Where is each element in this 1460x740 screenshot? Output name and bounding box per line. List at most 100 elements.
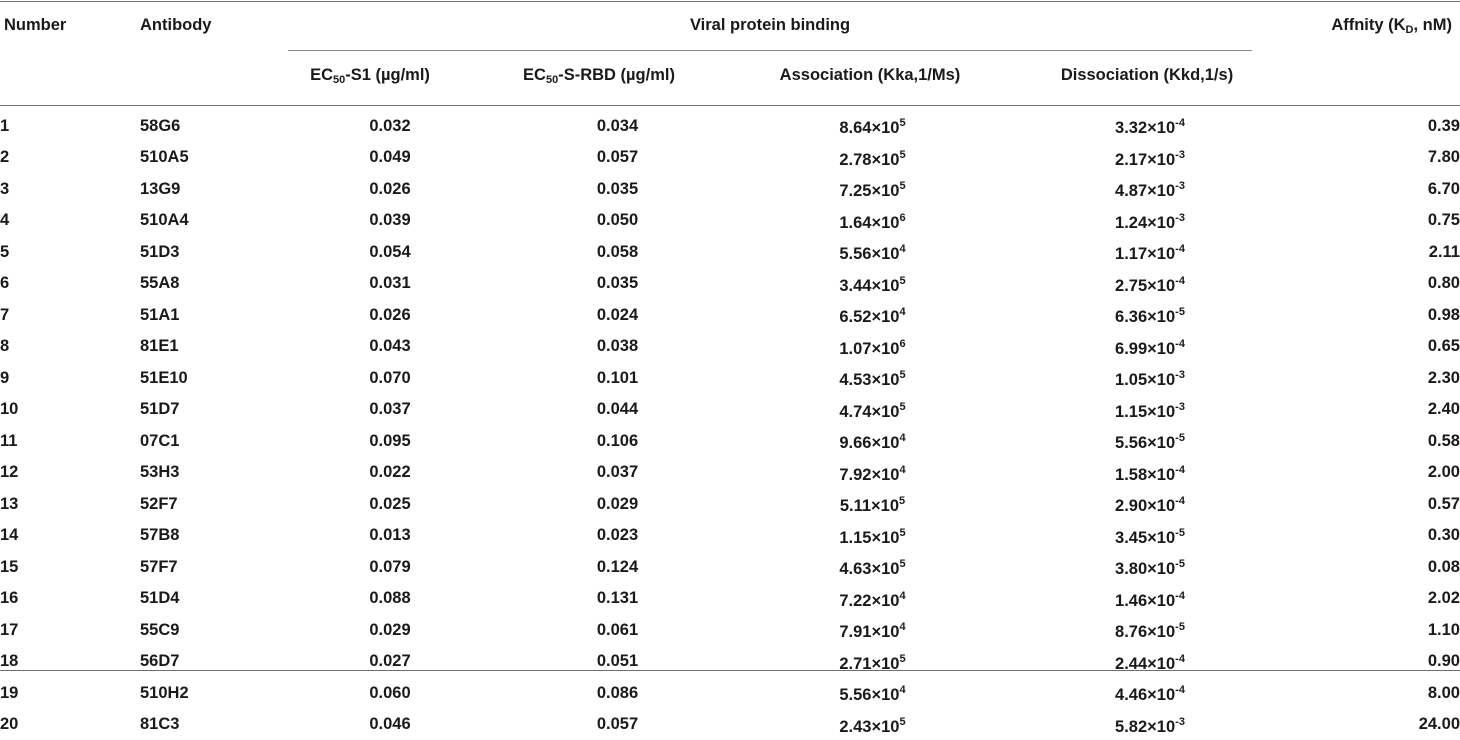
cell-ec50-s1: 0.032 (280, 110, 500, 142)
cell-dissociation: 1.17×10-4 (1010, 236, 1290, 268)
header-affinity-sub: D (1406, 24, 1414, 36)
cell-ec50-s1: 0.027 (280, 646, 500, 678)
cell-ec50-s1: 0.025 (280, 488, 500, 520)
cell-dissociation-mantissa: 1.24×10 (1115, 214, 1175, 232)
cell-ec50-s1: 0.026 (280, 173, 500, 205)
cell-association-mantissa: 7.25×10 (839, 182, 899, 200)
cell-ec50-rbd: 0.101 (500, 362, 735, 394)
cell-dissociation-exponent: -4 (1175, 495, 1185, 507)
cell-dissociation-mantissa: 6.99×10 (1115, 340, 1175, 358)
cell-antibody: 56D7 (140, 646, 280, 678)
cell-ec50-s1: 0.037 (280, 394, 500, 426)
cell-antibody: 510A4 (140, 205, 280, 237)
cell-number: 13 (0, 488, 140, 520)
cell-association-exponent: 4 (899, 590, 905, 602)
cell-number: 3 (0, 173, 140, 205)
cell-association: 7.22×104 (735, 583, 1010, 615)
cell-dissociation: 3.32×10-4 (1010, 110, 1290, 142)
cell-association-mantissa: 9.66×10 (839, 434, 899, 452)
cell-association: 7.25×105 (735, 173, 1010, 205)
cell-dissociation-exponent: -3 (1175, 401, 1185, 413)
cell-association: 4.53×105 (735, 362, 1010, 394)
cell-affinity-kd: 6.70 (1290, 173, 1460, 205)
cell-association-exponent: 5 (899, 527, 905, 539)
cell-association-mantissa: 2.78×10 (839, 151, 899, 169)
cell-number: 5 (0, 236, 140, 268)
cell-ec50-rbd: 0.034 (500, 110, 735, 142)
cell-ec50-rbd: 0.106 (500, 425, 735, 457)
cell-ec50-rbd: 0.023 (500, 520, 735, 552)
cell-number: 11 (0, 425, 140, 457)
cell-ec50-s1: 0.079 (280, 551, 500, 583)
cell-antibody: 55C9 (140, 614, 280, 646)
cell-dissociation: 2.17×10-3 (1010, 142, 1290, 174)
cell-dissociation: 1.15×10-3 (1010, 394, 1290, 426)
cell-dissociation: 3.45×10-5 (1010, 520, 1290, 552)
cell-association-exponent: 5 (899, 180, 905, 192)
header-ec50-s1: EC50-S1 (µg/ml) (260, 66, 480, 86)
top-rule (0, 1, 1460, 2)
cell-association: 1.64×106 (735, 205, 1010, 237)
cell-dissociation-exponent: -3 (1175, 180, 1185, 192)
cell-dissociation-exponent: -5 (1175, 527, 1185, 539)
cell-dissociation-mantissa: 2.90×10 (1115, 497, 1175, 515)
bottom-rule (0, 670, 1460, 671)
cell-affinity-kd: 2.00 (1290, 457, 1460, 489)
cell-ec50-s1: 0.031 (280, 268, 500, 300)
cell-association-exponent: 5 (899, 275, 905, 287)
cell-ec50-s1: 0.043 (280, 331, 500, 363)
cell-number: 19 (0, 677, 140, 709)
cell-antibody: 510A5 (140, 142, 280, 174)
cell-dissociation-exponent: -4 (1175, 464, 1185, 476)
cell-antibody: 81C3 (140, 709, 280, 740)
cell-ec50-rbd: 0.035 (500, 173, 735, 205)
cell-number: 8 (0, 331, 140, 363)
antibody-binding-table: Number Antibody Viral protein binding Af… (0, 0, 1460, 673)
cell-association-mantissa: 7.92×10 (839, 466, 899, 484)
cell-dissociation-mantissa: 1.58×10 (1115, 466, 1175, 484)
cell-ec50-rbd: 0.029 (500, 488, 735, 520)
cell-antibody: 51E10 (140, 362, 280, 394)
cell-number: 15 (0, 551, 140, 583)
cell-number: 6 (0, 268, 140, 300)
cell-dissociation-exponent: -3 (1175, 149, 1185, 161)
cell-ec50-s1: 0.013 (280, 520, 500, 552)
cell-number: 17 (0, 614, 140, 646)
cell-affinity-kd: 0.30 (1290, 520, 1460, 552)
cell-ec50-s1: 0.088 (280, 583, 500, 615)
cell-association-mantissa: 5.56×10 (839, 686, 899, 704)
cell-affinity-kd: 0.65 (1290, 331, 1460, 363)
cell-association-mantissa: 8.64×10 (839, 119, 899, 137)
cell-association-exponent: 6 (899, 212, 905, 224)
cell-affinity-kd: 1.10 (1290, 614, 1460, 646)
cell-dissociation: 2.44×10-4 (1010, 646, 1290, 678)
cell-association-exponent: 6 (899, 338, 905, 350)
cell-dissociation-mantissa: 2.75×10 (1115, 277, 1175, 295)
cell-association-mantissa: 5.11×10 (840, 497, 899, 515)
cell-association-exponent: 5 (899, 149, 905, 161)
cell-dissociation: 1.05×10-3 (1010, 362, 1290, 394)
header-ec50-rbd-prefix: EC (523, 66, 546, 84)
cell-ec50-rbd: 0.058 (500, 236, 735, 268)
cell-association: 1.15×105 (735, 520, 1010, 552)
cell-dissociation-mantissa: 2.17×10 (1115, 151, 1175, 169)
cell-dissociation-mantissa: 5.56×10 (1115, 434, 1175, 452)
cell-association: 6.52×104 (735, 299, 1010, 331)
cell-association: 4.63×105 (735, 551, 1010, 583)
cell-affinity-kd: 0.57 (1290, 488, 1460, 520)
cell-association-exponent: 4 (899, 243, 905, 255)
cell-association: 2.78×105 (735, 142, 1010, 174)
cell-association-mantissa: 3.44×10 (839, 277, 899, 295)
cell-association-mantissa: 1.64×10 (839, 214, 899, 232)
cell-dissociation: 6.36×10-5 (1010, 299, 1290, 331)
cell-ec50-rbd: 0.035 (500, 268, 735, 300)
